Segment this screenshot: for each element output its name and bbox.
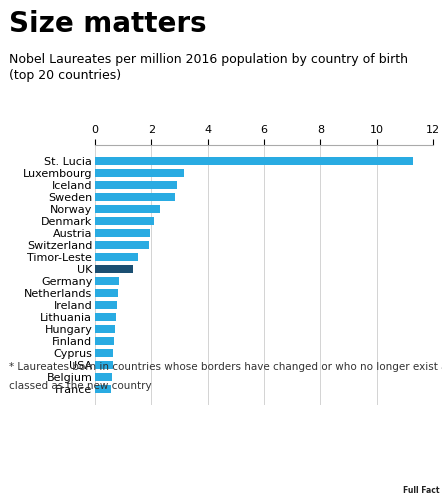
Text: Full Fact analysis of data from nobelprize.org and UN Population Division: Full Fact analysis of data from nobelpri… — [51, 472, 442, 482]
Bar — [95, 205, 160, 214]
Text: Size matters: Size matters — [9, 10, 206, 38]
Bar — [95, 157, 413, 166]
Bar — [95, 181, 177, 190]
Bar — [95, 288, 118, 298]
Text: (top 20 countries): (top 20 countries) — [9, 68, 121, 82]
Polygon shape — [379, 455, 442, 500]
Bar — [95, 193, 175, 202]
Bar — [95, 252, 138, 262]
Text: classed as the new country: classed as the new country — [9, 381, 152, 391]
Bar — [95, 372, 112, 381]
Bar — [95, 264, 133, 274]
Bar — [95, 336, 114, 345]
Bar — [95, 348, 113, 357]
Text: Full Fact: Full Fact — [403, 486, 439, 494]
Bar — [95, 240, 149, 250]
Bar — [95, 169, 184, 177]
Text: * Laureates born in countries whose borders have changed or who no longer exist : * Laureates born in countries whose bord… — [9, 362, 442, 372]
Bar — [95, 216, 154, 226]
Text: Source:: Source: — [9, 472, 57, 482]
Bar — [95, 360, 113, 369]
Text: Nobel Laureates per million 2016 population by country of birth: Nobel Laureates per million 2016 populat… — [9, 52, 408, 66]
Bar — [95, 228, 150, 237]
Bar — [95, 384, 110, 393]
Bar — [95, 324, 115, 334]
Bar — [95, 300, 117, 310]
Bar — [95, 276, 119, 285]
Bar — [95, 312, 116, 322]
